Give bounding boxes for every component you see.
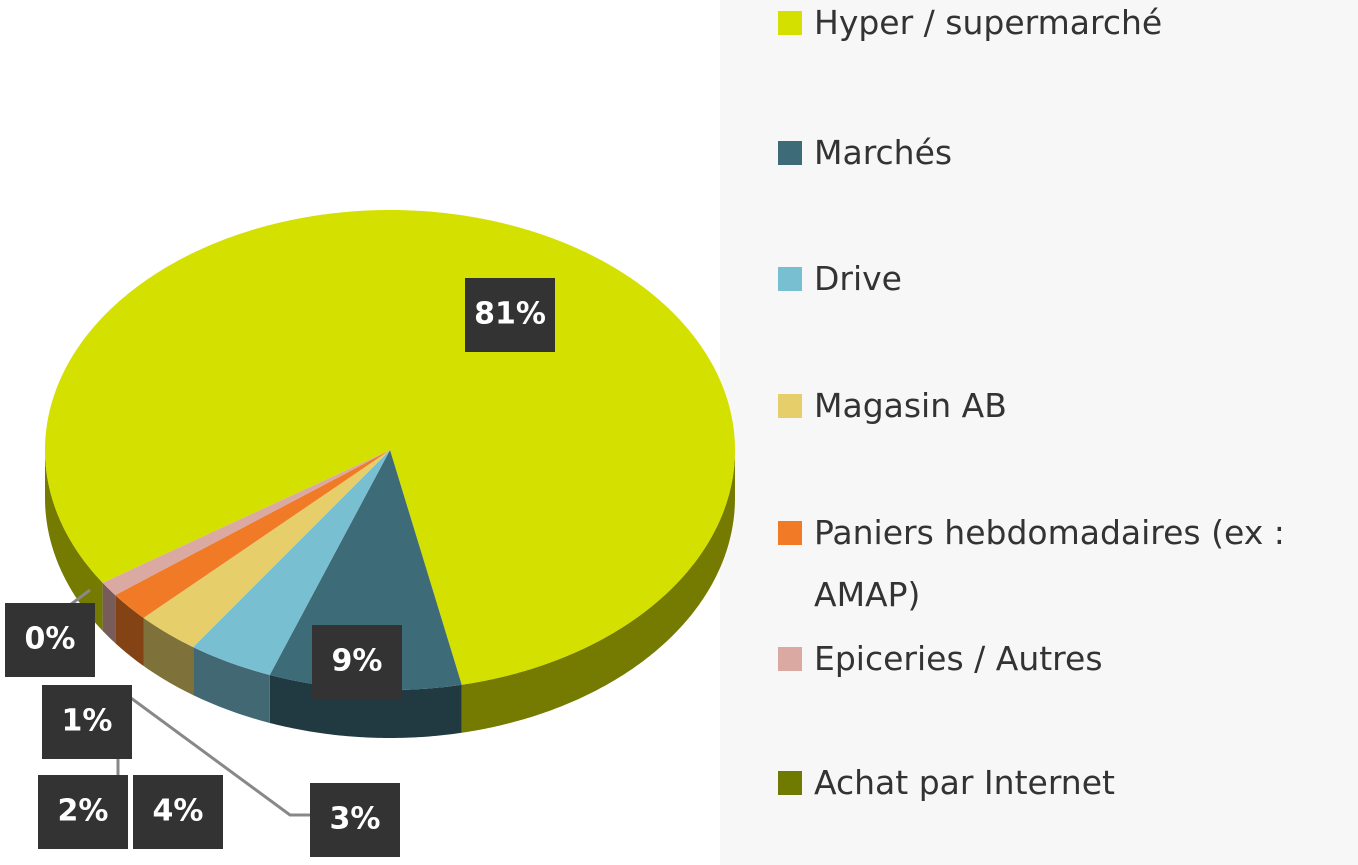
- slice: [143, 450, 390, 648]
- label-box: [465, 278, 555, 352]
- label-box: [5, 603, 95, 677]
- slice: [193, 450, 390, 675]
- slice-side: [102, 582, 116, 644]
- slice-side: [193, 647, 270, 723]
- slice: [102, 450, 390, 583]
- legend-label: Hyper / supermarché: [814, 3, 1163, 42]
- slice: [115, 450, 391, 618]
- leader-line: [69, 588, 91, 607]
- data-label: 3%: [330, 802, 381, 837]
- legend-swatch: [778, 267, 802, 291]
- legend-item: Marchés: [778, 122, 1348, 184]
- label-box: [42, 685, 132, 759]
- legend-item: Drive: [778, 248, 1348, 310]
- legend-label: Achat par Internet: [814, 763, 1115, 802]
- slice-side: [143, 617, 194, 696]
- legend-swatch: [778, 141, 802, 165]
- legend-label: Drive: [814, 259, 902, 298]
- legend-item: Epiceries / Autres: [778, 628, 1348, 690]
- legend-label: Paniers hebdomadaires (ex : AMAP): [814, 513, 1285, 614]
- data-label: 81%: [474, 297, 546, 332]
- slice-side: [45, 450, 103, 631]
- label-box: [38, 775, 128, 849]
- slice-side: [115, 595, 144, 666]
- label-box: [310, 783, 400, 857]
- slice: [102, 450, 390, 596]
- legend-label: Marchés: [814, 133, 953, 172]
- label-box: [312, 625, 402, 699]
- legend-label: Epiceries / Autres: [814, 639, 1103, 678]
- legend-background: [720, 0, 1358, 865]
- data-label: 2%: [58, 794, 109, 829]
- legend-swatch: [778, 647, 802, 671]
- legend-swatch: [778, 521, 802, 545]
- legend-swatch: [778, 11, 802, 35]
- data-label: 1%: [62, 704, 113, 739]
- label-box: [133, 775, 223, 849]
- legend-item: Hyper / supermarché: [778, 0, 1348, 54]
- leader-line: [119, 688, 310, 817]
- slice: [45, 210, 735, 685]
- legend-item: Achat par Internet: [778, 752, 1348, 814]
- legend-swatch: [778, 771, 802, 795]
- slice-side: [461, 450, 735, 733]
- legend-item: Magasin AB: [778, 375, 1348, 437]
- legend-label: Magasin AB: [814, 386, 1007, 425]
- data-label: 9%: [332, 644, 383, 679]
- legend-swatch: [778, 394, 802, 418]
- data-label: 4%: [153, 794, 204, 829]
- data-label: 0%: [25, 622, 76, 657]
- legend-item: Paniers hebdomadaires (ex : AMAP): [778, 502, 1348, 626]
